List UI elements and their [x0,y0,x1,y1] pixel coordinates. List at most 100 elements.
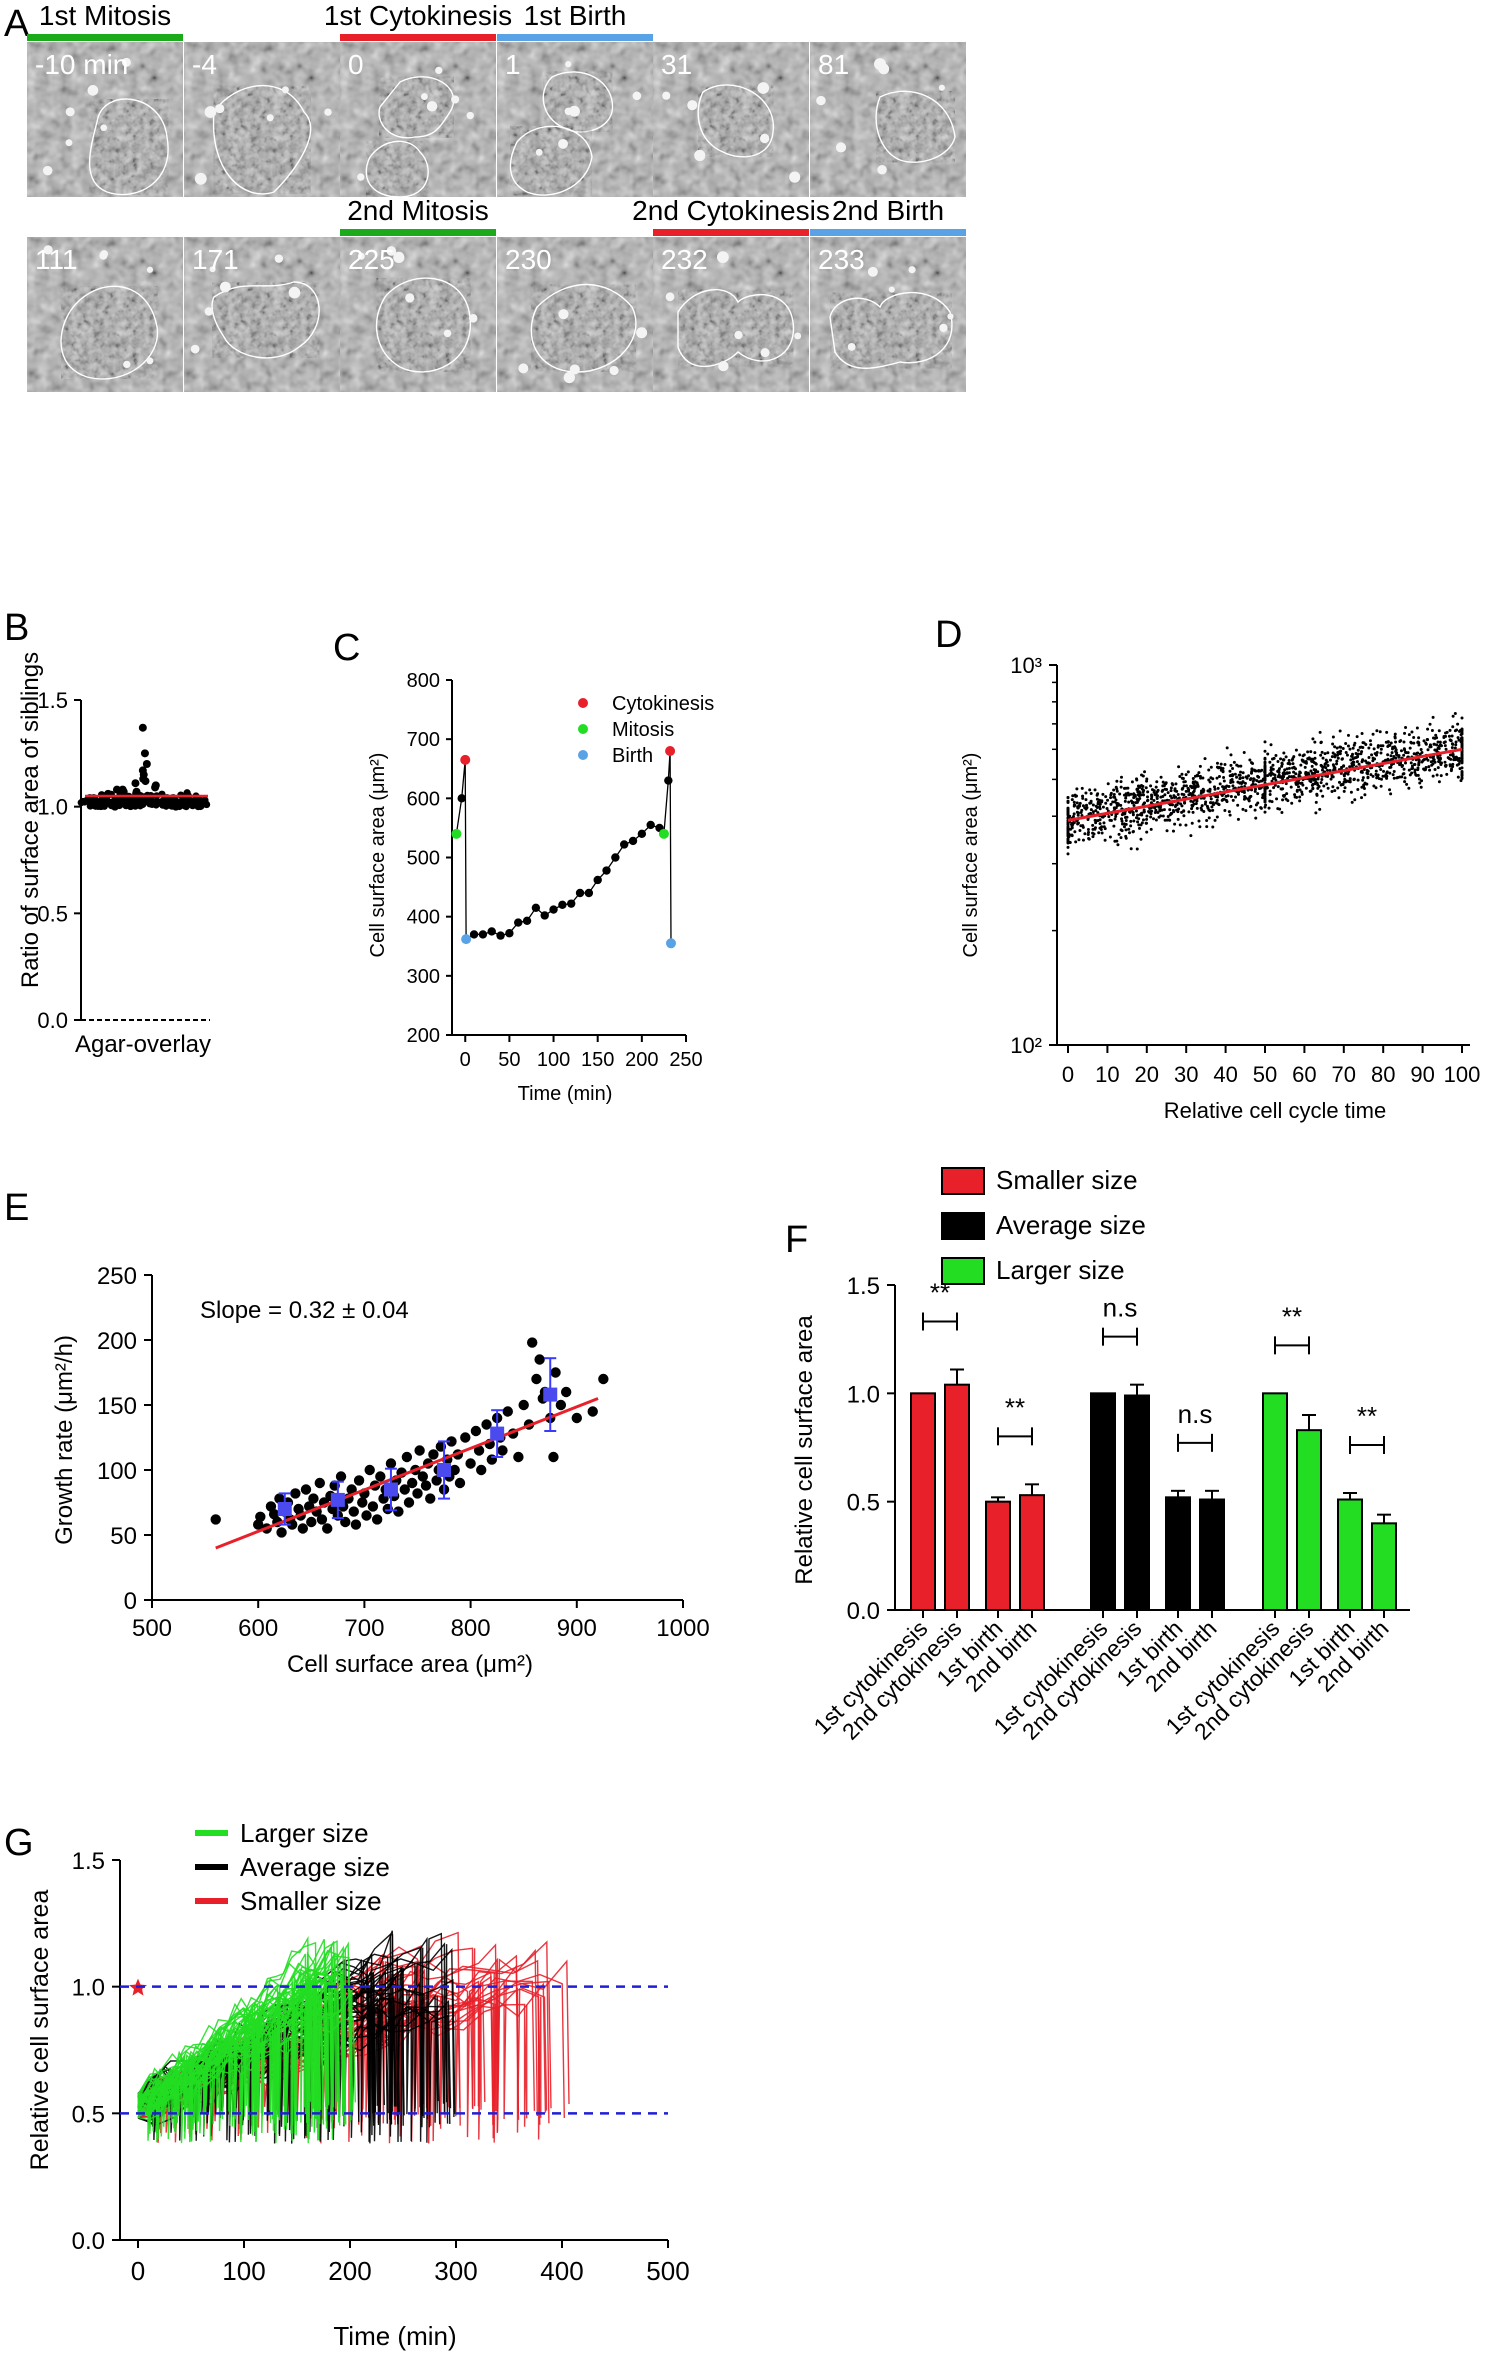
d-x-tick-label: 60 [1292,1062,1316,1087]
panel-e-letter: E [4,1187,29,1229]
e-point [526,1337,538,1348]
d-point [1134,809,1138,813]
d-point [1242,751,1246,755]
b-y-tick-label: 1.0 [37,795,68,820]
d-point [1328,769,1332,773]
d-point [1160,808,1164,812]
d-point [1318,730,1322,734]
d-point [1371,732,1375,736]
d-point [1405,782,1409,786]
bright-granule [847,342,856,351]
d-point [1309,750,1313,754]
d-point [1132,819,1136,823]
time-label: 111 [35,244,78,275]
d-point [1155,780,1159,784]
d-point [1081,794,1085,798]
cell-body [379,76,454,138]
d-point [1189,799,1193,803]
e-point [431,1475,442,1486]
e-point [353,1475,365,1486]
bright-granule [87,85,99,96]
d-point [1424,766,1428,770]
d-point [1282,775,1286,779]
phase-bar [497,34,653,41]
phase-label: 2nd Mitosis [347,195,489,226]
d-point [1123,815,1127,819]
d-point [1124,818,1128,822]
bright-granule [266,114,274,122]
d-point [1369,773,1373,777]
bright-granule [759,133,770,144]
d-point [1300,792,1304,796]
d-point [1417,736,1421,740]
d-point [1439,774,1443,778]
d-point [1207,816,1211,820]
d-point [1323,752,1327,756]
d-point [1439,761,1443,765]
f-bar [1199,1498,1225,1611]
d-point [1211,825,1215,829]
d-point [1273,773,1277,777]
bright-granule [558,138,569,149]
d-point [1094,821,1098,825]
f-bar [1371,1522,1397,1612]
f-bar [910,1392,936,1612]
c-x-axis-label: Time (min) [518,1083,613,1105]
d-point [1079,824,1083,828]
d-point [1386,757,1390,761]
d-point [1164,782,1168,786]
d-point [1087,812,1091,816]
bright-granule [888,286,895,293]
d-point [1443,764,1447,768]
d-point [1253,768,1257,772]
b-point [181,802,189,810]
time-label: -10 min [35,49,128,80]
d-point [1145,799,1149,803]
c-legend-swatch [578,724,588,734]
d-point [1129,792,1133,796]
d-point [1145,779,1149,783]
bright-granule [636,327,648,339]
d-point [1195,806,1199,810]
d-point [1294,772,1298,776]
bright-granule [877,164,887,175]
d-point [1326,786,1330,790]
d-point [1229,795,1233,799]
micrograph-tile: 230 [497,237,653,392]
d-point [1283,772,1287,776]
panel-d: D 10² 10³ 0 10 20 30 40 50 60 70 80 90 100 Cell surf… [935,614,1480,1123]
d-point [1100,831,1104,835]
d-point [1161,788,1165,792]
d-point [1311,782,1315,786]
d-point [1263,760,1267,764]
e-point [403,1497,415,1508]
d-point [1438,757,1442,761]
bright-granule [568,105,580,117]
phase-label: 1st Cytokinesis [324,0,512,31]
bright-granule [564,107,573,116]
e-binned-mean [437,1463,452,1477]
d-point [1420,779,1424,783]
d-point [1349,790,1353,794]
d-point [1203,757,1207,761]
d-point [1190,807,1194,811]
d-point [1443,740,1447,744]
d-x-tick-label: 10 [1095,1062,1119,1087]
d-point [1276,769,1280,773]
d-point [1229,753,1233,757]
d-point [1093,826,1097,830]
f-bar [1165,1496,1191,1612]
g-x-tick-label: 400 [540,2256,583,2286]
d-point [1263,763,1267,767]
d-point [1397,754,1401,758]
d-point [1122,822,1126,826]
d-point [1456,775,1460,779]
d-point [1119,780,1123,784]
d-point [1460,773,1464,777]
d-point [1156,811,1160,815]
d-point [1162,808,1166,812]
d-point [1173,805,1177,809]
e-point [335,1471,347,1482]
d-point [1158,808,1162,812]
d-point [1100,815,1104,819]
